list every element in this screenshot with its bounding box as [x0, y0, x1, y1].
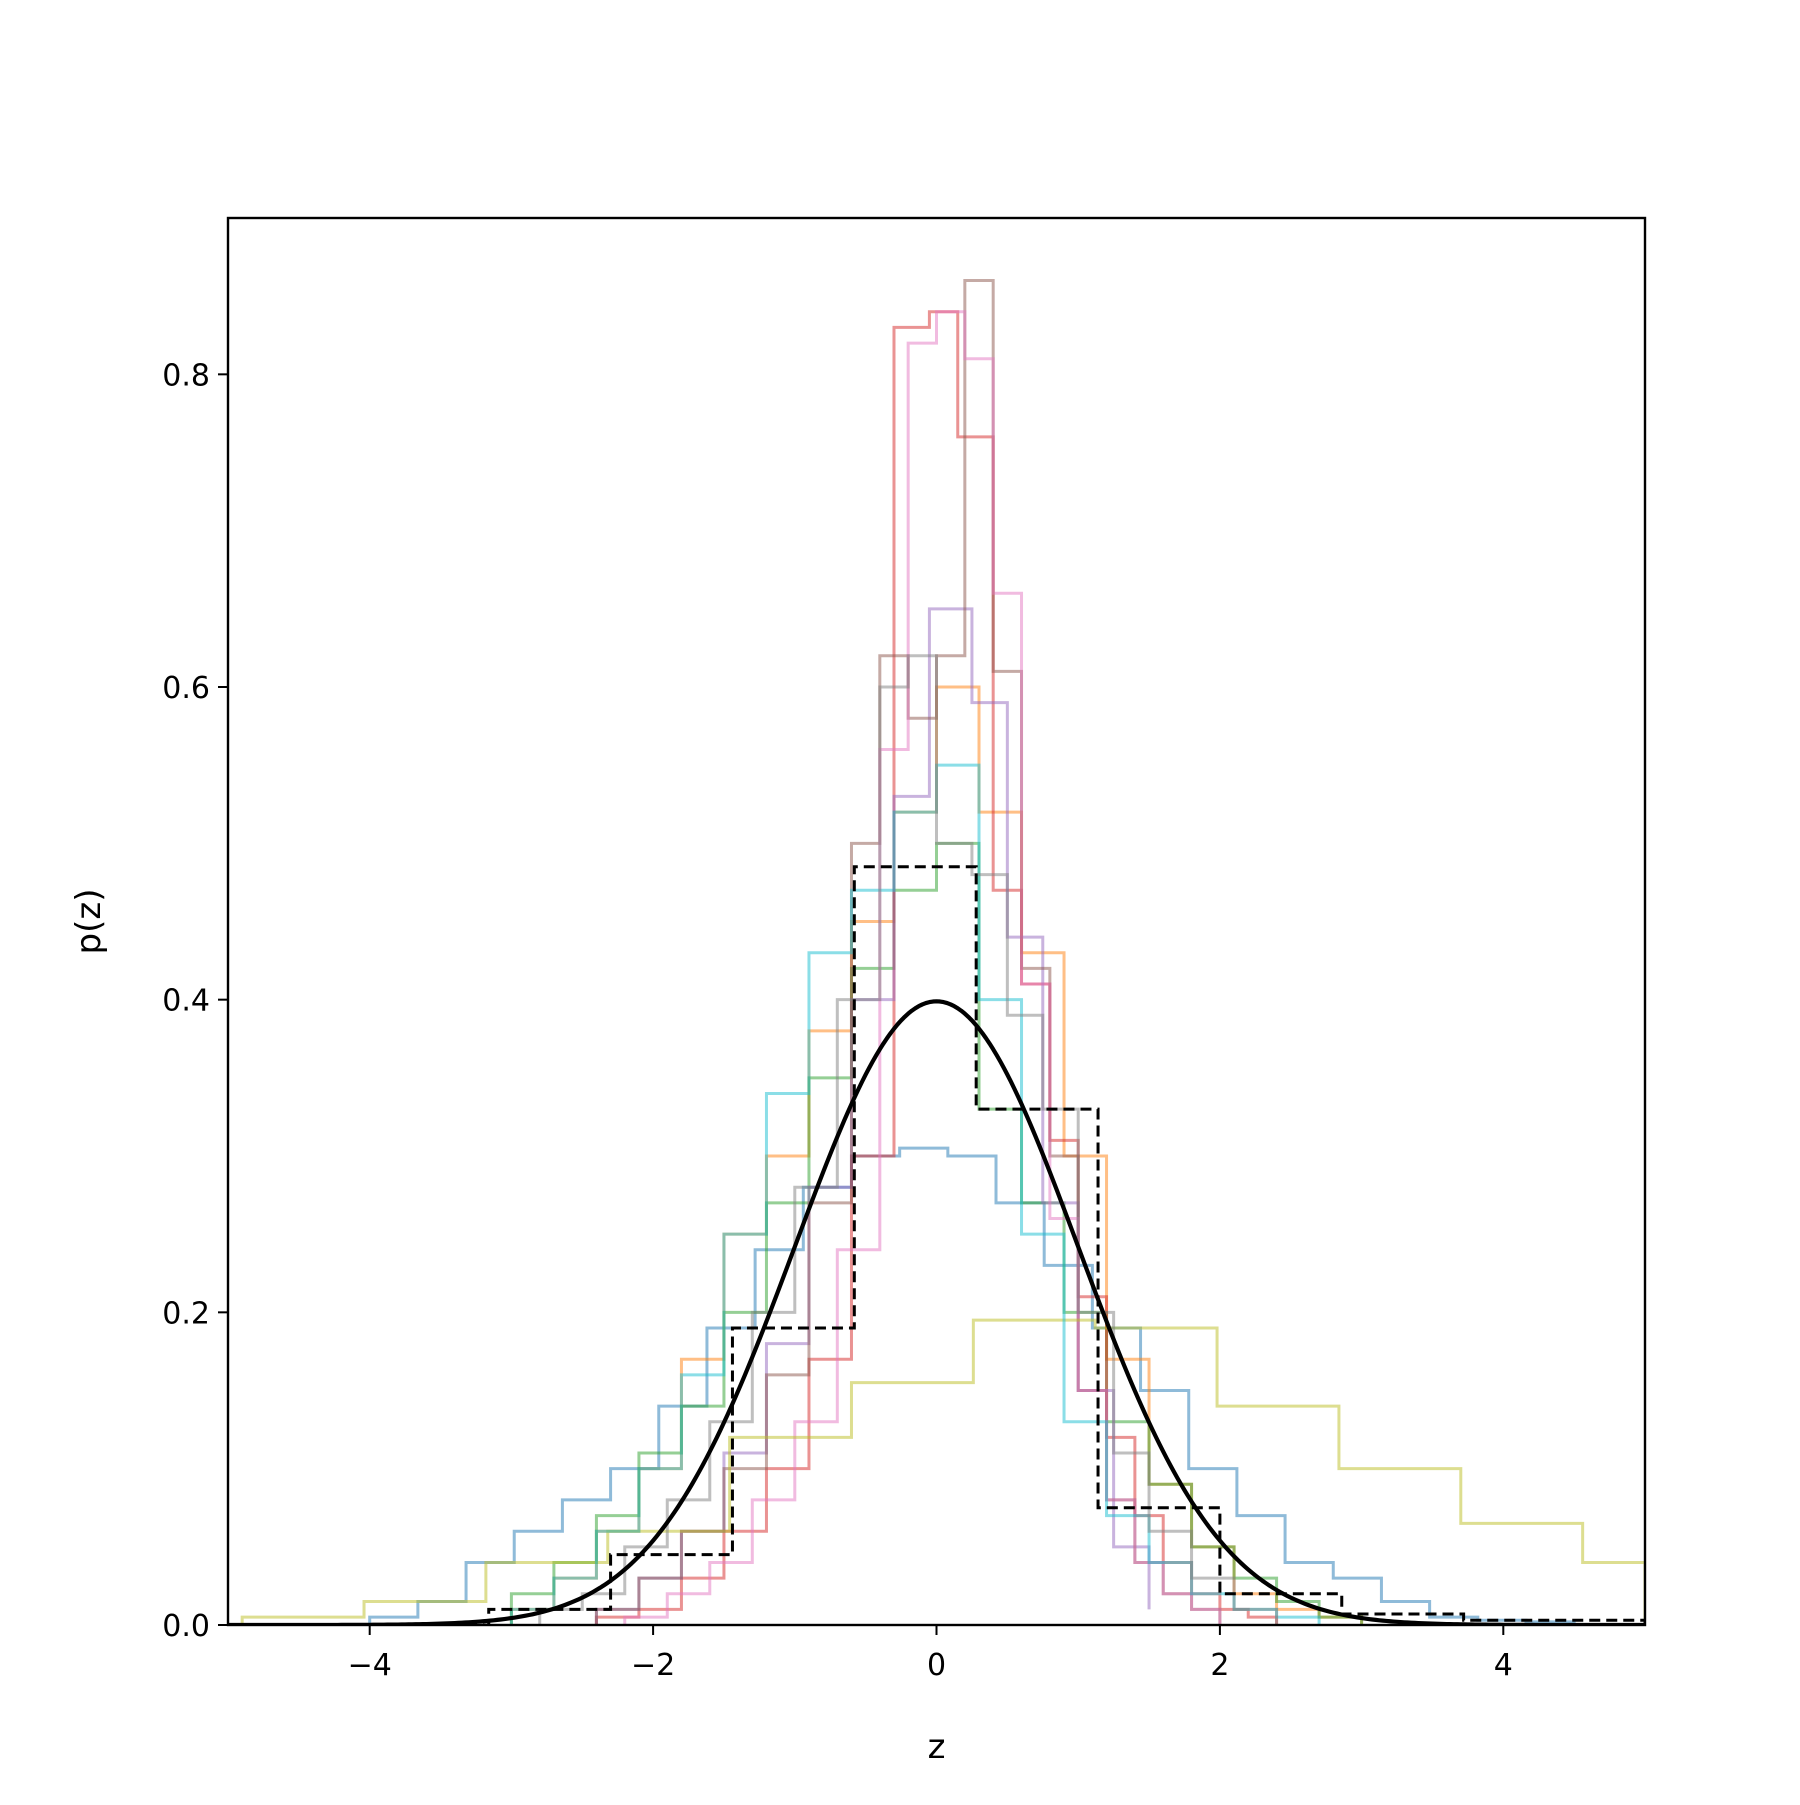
x-tick-label: −4 [348, 1648, 392, 1683]
y-axis-label: p(z) [69, 889, 109, 955]
plot-area-frame [226, 216, 1647, 1627]
x-tick-label: 2 [1210, 1648, 1229, 1683]
histogram-series-4 [594, 310, 1279, 1625]
histogram-series-10 [538, 654, 1279, 1625]
x-tick-label: 0 [927, 1648, 946, 1683]
x-tick-label: −2 [631, 1648, 675, 1683]
histogram-series-5 [594, 607, 1151, 1625]
y-tick-label: 0.0 [162, 1609, 210, 1644]
x-tick-label: 4 [1494, 1648, 1513, 1683]
y-tick-label: 0.8 [162, 358, 210, 393]
y-tick-label: 0.2 [162, 1296, 210, 1331]
axis-ticks: −4 −2 0 2 4 0.0 0.2 0.4 0.6 0.8 [162, 358, 1513, 1683]
histogram-series-7 [623, 310, 1222, 1625]
aggregate-histogram-dashed [228, 865, 1645, 1625]
gaussian-pdf-curve [228, 999, 1645, 1625]
histogram-series-1 [368, 1146, 1576, 1625]
histogram-series-9 [509, 763, 1321, 1625]
x-axis-label: z [928, 1727, 946, 1767]
series-layer [228, 279, 1645, 1625]
y-tick-label: 0.4 [162, 984, 210, 1019]
y-tick-label: 0.6 [162, 671, 210, 706]
histogram-series-8 [240, 1318, 1645, 1625]
